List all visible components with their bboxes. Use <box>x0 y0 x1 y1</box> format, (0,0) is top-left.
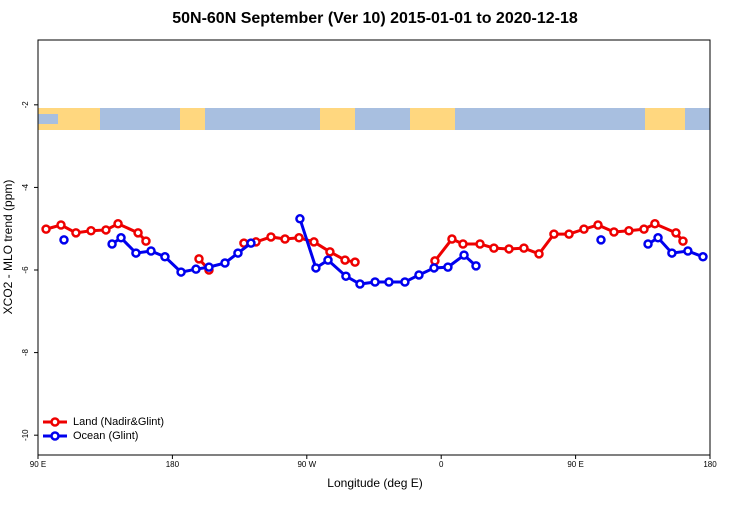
data-point <box>341 271 351 281</box>
data-point <box>194 254 204 264</box>
data-point <box>246 238 256 248</box>
map-band <box>38 108 710 130</box>
data-point <box>579 224 589 234</box>
legend-marker <box>50 431 60 441</box>
data-point <box>323 255 333 265</box>
data-point <box>593 220 603 230</box>
data-point <box>643 239 653 249</box>
legend-label: Land (Nadir&Glint) <box>73 416 164 428</box>
data-point <box>609 227 619 237</box>
series-line <box>45 222 685 272</box>
data-point <box>191 264 201 274</box>
data-point <box>429 263 439 273</box>
data-point <box>176 267 186 277</box>
data-point <box>698 252 708 262</box>
data-point <box>294 233 304 243</box>
data-point <box>350 257 360 267</box>
data-point <box>458 239 468 249</box>
data-point <box>325 247 335 257</box>
data-point <box>204 262 214 272</box>
data-point <box>59 235 69 245</box>
data-point <box>266 232 276 242</box>
data-point <box>41 224 51 234</box>
y-axis-label: XCO2 - MLO trend (ppm) <box>1 180 15 315</box>
plot-frame <box>37 39 711 456</box>
data-point <box>489 243 499 253</box>
x-tick-label: 90 E <box>567 460 583 469</box>
data-point <box>295 214 305 224</box>
data-point <box>107 239 117 249</box>
chart-title: 50N-60N September (Ver 10) 2015-01-01 to… <box>172 10 578 27</box>
data-point <box>131 248 141 258</box>
data-point <box>471 261 481 271</box>
data-point <box>280 234 290 244</box>
x-tick-label: 90 W <box>297 460 316 469</box>
data-point <box>683 246 693 256</box>
data-point <box>639 224 649 234</box>
data-point <box>667 248 677 258</box>
y-tick-label: -2 <box>21 101 30 109</box>
data-point <box>113 219 123 229</box>
x-axis-label: Longitude (deg E) <box>327 476 422 490</box>
data-point <box>71 228 81 238</box>
data-point <box>650 219 660 229</box>
data-point <box>596 235 606 245</box>
data-point <box>447 234 457 244</box>
data-point <box>311 263 321 273</box>
data-point <box>116 233 126 243</box>
data-point <box>671 228 681 238</box>
data-point <box>141 236 151 246</box>
data-point <box>564 229 574 239</box>
data-point <box>519 243 529 253</box>
data-point <box>160 252 170 262</box>
data-point <box>146 246 156 256</box>
data-point <box>220 258 230 268</box>
data-point <box>653 233 663 243</box>
data-point <box>370 277 380 287</box>
data-point <box>549 229 559 239</box>
y-tick-label: -6 <box>21 266 30 274</box>
data-point <box>678 236 688 246</box>
data-point <box>624 226 634 236</box>
y-tick-label: -10 <box>21 429 30 441</box>
data-point <box>86 226 96 236</box>
data-point <box>534 249 544 259</box>
x-tick-label: 180 <box>703 460 717 469</box>
y-tick-label: -8 <box>21 348 30 356</box>
data-point <box>504 244 514 254</box>
data-point <box>233 248 243 258</box>
x-tick-label: 0 <box>439 460 444 469</box>
y-tick-label: -4 <box>21 183 30 191</box>
data-point <box>475 239 485 249</box>
data-point <box>384 277 394 287</box>
x-tick-label: 180 <box>166 460 180 469</box>
data-point <box>355 279 365 289</box>
data-point <box>340 255 350 265</box>
data-point <box>400 277 410 287</box>
x-tick-label: 90 E <box>30 460 46 469</box>
legend-marker <box>50 417 60 427</box>
legend-label: Ocean (Glint) <box>73 430 138 442</box>
data-point <box>459 250 469 260</box>
data-point <box>443 262 453 272</box>
data-point <box>133 228 143 238</box>
data-point <box>101 225 111 235</box>
data-point <box>56 220 66 230</box>
data-point <box>309 237 319 247</box>
data-point <box>414 270 424 280</box>
